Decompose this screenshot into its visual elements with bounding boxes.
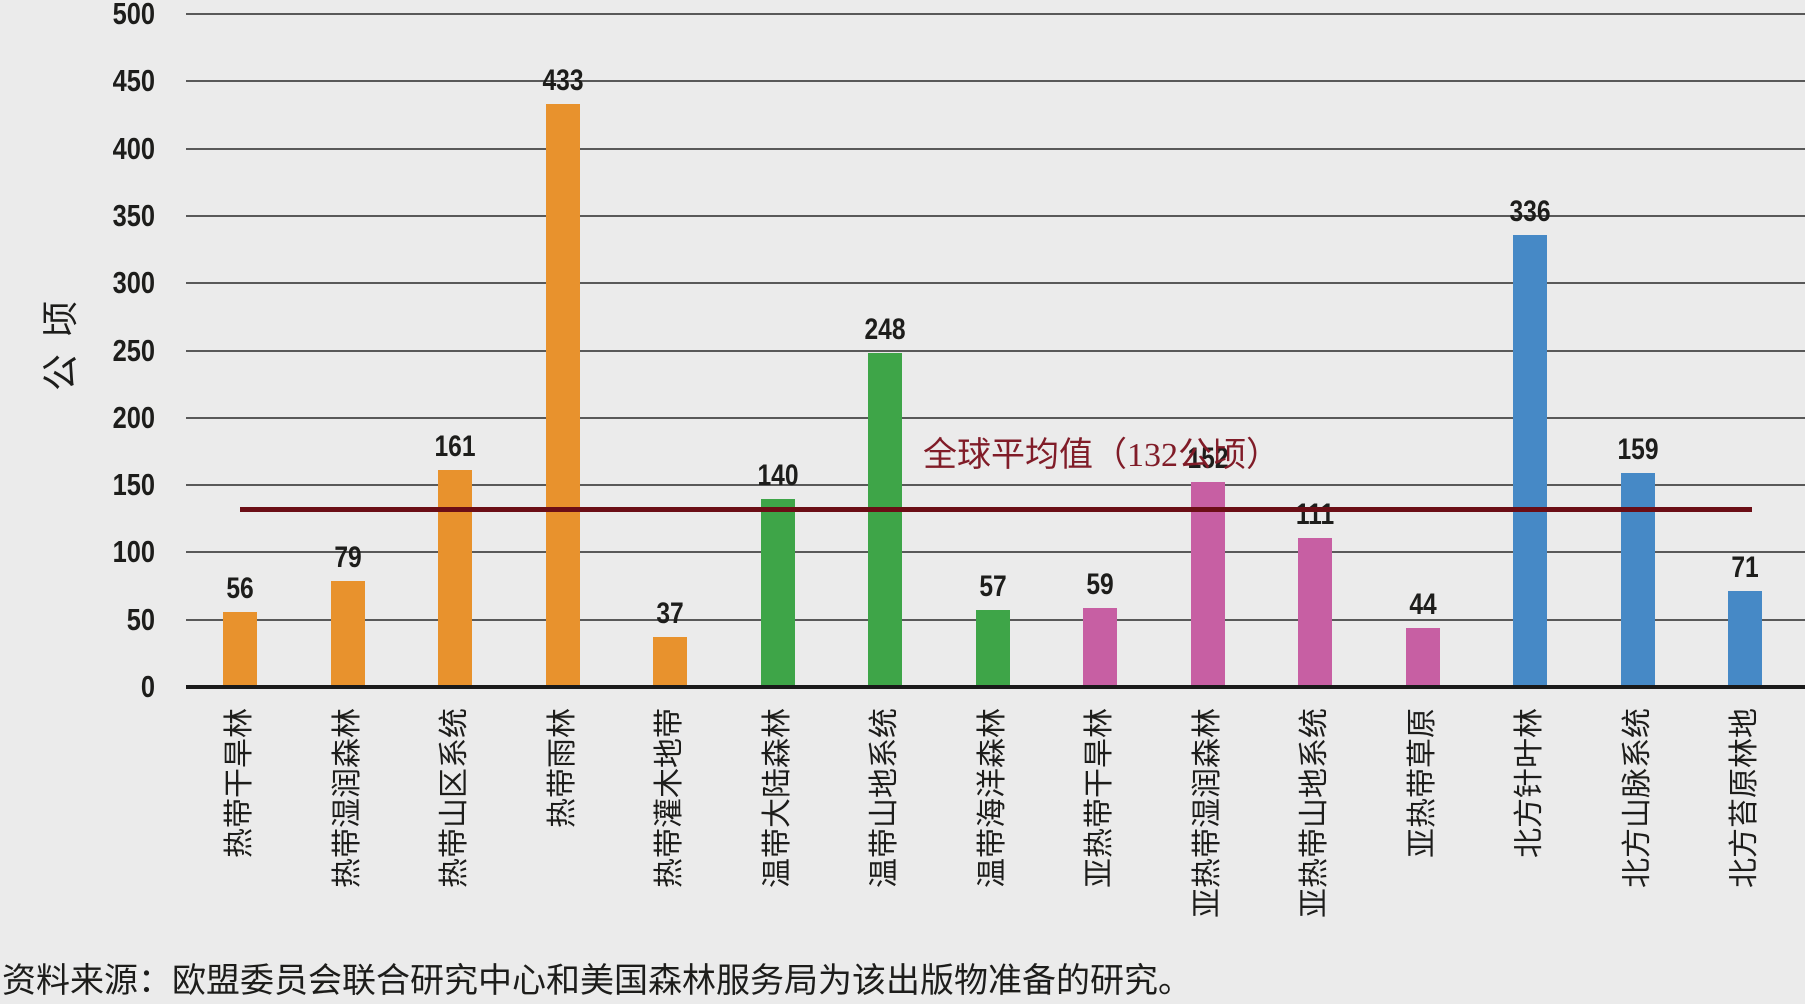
x-axis-label-北方山脉系统: 北方山脉系统 — [1620, 708, 1654, 888]
gridline-150 — [186, 484, 1805, 487]
bar-value-label: 433 — [541, 64, 584, 98]
source-note: 资料来源：欧盟委员会联合研究中心和美国森林服务局为该出版物准备的研究。 — [2, 963, 1192, 1000]
gridline-350 — [186, 214, 1805, 217]
y-tick-label-200: 200 — [112, 399, 155, 435]
y-tick-label-150: 150 — [112, 467, 155, 503]
y-tick-label-100: 100 — [112, 534, 155, 570]
bar-热带灌木地带 — [653, 637, 687, 687]
bar-亚热带干旱林 — [1083, 607, 1117, 687]
y-tick-label-450: 450 — [112, 63, 155, 99]
bar-value-label: 79 — [333, 540, 362, 574]
gridline-450 — [186, 80, 1805, 83]
bar-value-label: 336 — [1509, 194, 1551, 228]
x-axis-label-亚热带湿润森林: 亚热带湿润森林 — [1190, 708, 1224, 918]
bar-北方针叶林 — [1513, 234, 1547, 687]
x-axis-label-温带山地系统: 温带山地系统 — [868, 708, 901, 888]
bar-热带干旱林 — [223, 611, 257, 687]
average-line-label: 全球平均值（132公顷） — [923, 437, 1280, 474]
bar-亚热带湿润森林 — [1190, 482, 1225, 687]
gridline-100 — [186, 551, 1805, 554]
bar-value-label: 111 — [1295, 497, 1335, 531]
x-axis-label-北方针叶林: 北方针叶林 — [1513, 708, 1546, 858]
gridline-400 — [186, 147, 1805, 150]
y-tick-label-250: 250 — [112, 332, 155, 368]
bar-温带山地系统 — [868, 353, 902, 687]
x-axis-label-亚热带山地系统: 亚热带山地系统 — [1298, 708, 1331, 918]
x-axis-label-热带灌木地带: 热带灌木地带 — [653, 708, 686, 888]
y-tick-label-400: 400 — [112, 130, 155, 166]
bar-温带海洋森林 — [975, 610, 1010, 687]
y-tick-label-350: 350 — [112, 197, 155, 233]
x-axis-label-亚热带草原: 亚热带草原 — [1405, 708, 1439, 858]
bar-热带湿润森林 — [330, 580, 365, 687]
bar-温带大陆森林 — [760, 498, 795, 687]
y-tick-label-0: 0 — [140, 669, 155, 704]
bar-热带雨林 — [545, 104, 580, 687]
x-axis-label-热带湿润森林: 热带湿润森林 — [330, 708, 364, 888]
x-axis-label-热带雨林: 热带雨林 — [545, 708, 579, 828]
x-axis-label-温带大陆森林: 温带大陆森林 — [760, 708, 794, 888]
x-axis-label-亚热带干旱林: 亚热带干旱林 — [1083, 708, 1116, 888]
bar-value-label: 248 — [864, 313, 906, 347]
gridline-500 — [186, 13, 1805, 15]
bar-value-label: 44 — [1408, 587, 1437, 621]
bar-亚热带草原 — [1405, 627, 1440, 687]
bar-value-label: 37 — [656, 597, 684, 631]
bar-value-label: 59 — [1086, 567, 1114, 601]
bar-value-label: 161 — [434, 430, 476, 464]
bar-value-label: 152 — [1186, 442, 1229, 476]
bar-北方山脉系统 — [1620, 472, 1655, 687]
bar-热带山区系统 — [438, 470, 472, 687]
y-tick-label-50: 50 — [126, 601, 155, 637]
bar-亚热带山地系统 — [1298, 537, 1332, 687]
bar-value-label: 140 — [756, 458, 799, 492]
gridline-200 — [186, 416, 1805, 419]
y-tick-label-300: 300 — [112, 265, 155, 301]
bar-value-label: 159 — [1616, 432, 1659, 466]
x-axis-line — [186, 685, 1805, 689]
average-line — [240, 506, 1752, 512]
y-tick-label-500: 500 — [112, 0, 155, 31]
gridline-250 — [186, 349, 1805, 352]
x-axis-label-温带海洋森林: 温带海洋森林 — [975, 708, 1009, 888]
bar-北方苔原林地 — [1728, 591, 1762, 687]
x-axis-label-热带干旱林: 热带干旱林 — [223, 708, 256, 858]
x-axis-label-北方苔原林地: 北方苔原林地 — [1728, 708, 1761, 888]
bar-value-label: 71 — [1731, 551, 1759, 585]
bar-value-label: 57 — [978, 570, 1007, 604]
gridline-300 — [186, 282, 1805, 285]
x-axis-label-热带山区系统: 热带山区系统 — [438, 708, 471, 888]
bar-value-label: 56 — [226, 571, 254, 605]
